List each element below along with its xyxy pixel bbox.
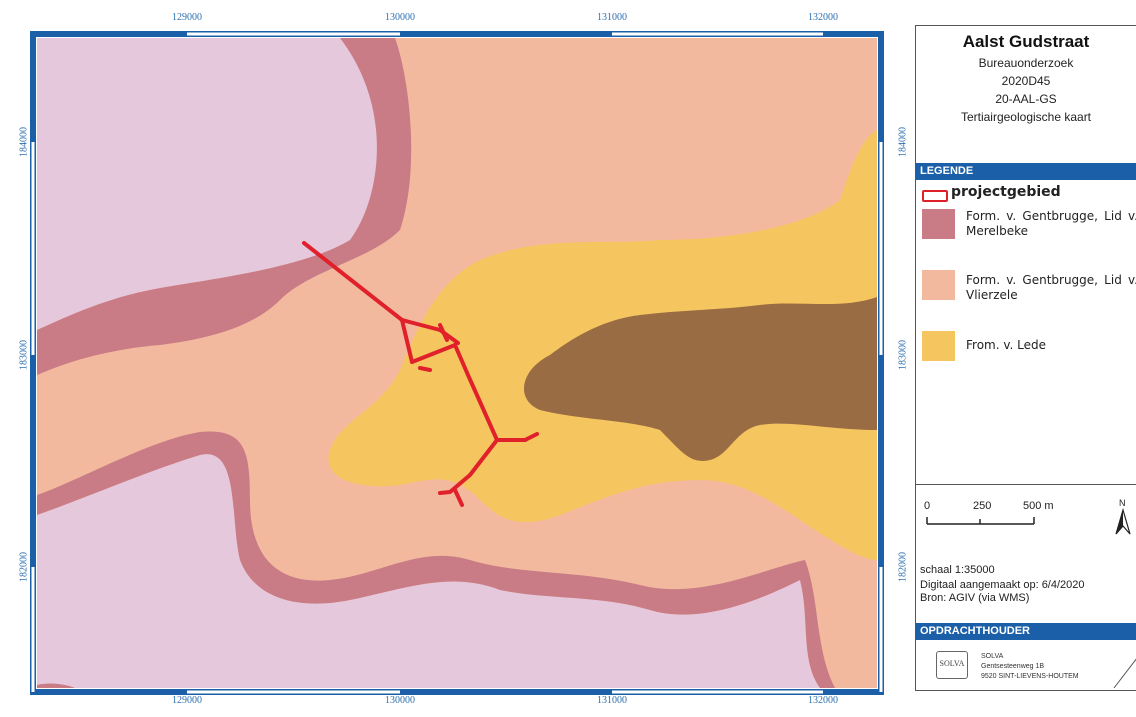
legend-swatch-vlierzele [922, 270, 955, 300]
frame-ticks [31, 32, 883, 694]
legend-label-merelbeke: Form. v. Gentbrugge, Lid v. Merelbeke [966, 209, 1136, 238]
geology-map [30, 31, 884, 695]
zone-merelbeke-north [37, 38, 412, 375]
legend-header: LEGENDE [916, 163, 1136, 180]
subtitle-1: Bureauonderzoek [978, 56, 1074, 70]
coord-x-top-3: 131000 [597, 12, 627, 23]
zone-lilac-south [37, 454, 820, 688]
legend-swatch-lede [922, 331, 955, 361]
map-title: Aalst Gudstraat [962, 32, 1090, 51]
scale-text: schaal 1:35000 [920, 564, 995, 576]
subtitle-3: 20-AAL-GS [995, 92, 1057, 106]
legend-label-vlierzele: Form. v. Gentbrugge, Lid v. Vlierzele [966, 273, 1136, 302]
address-line-2: Gentsesteenweg 1B [981, 663, 1045, 670]
legend-swatch-project [922, 190, 948, 202]
subtitle-4: Tertiairgeologische kaart [960, 110, 1092, 124]
zone-lilac-nw [37, 38, 395, 330]
coord-x-top-2: 130000 [385, 12, 415, 23]
legend-label-project: projectgebied [951, 184, 1061, 200]
legend-swatch-merelbeke [922, 209, 955, 239]
address-line-1: SOLVA [981, 653, 1004, 660]
zone-brown [523, 297, 877, 461]
zone-merelbeke-south [37, 431, 835, 688]
made-text: Digitaal aangemaakt op: 6/4/2020 [920, 579, 1085, 591]
scalebar [926, 517, 1035, 525]
scalebar-label-0: 0 [924, 500, 931, 512]
north-arrow-icon [1115, 508, 1131, 535]
zone-vlierzele-se [858, 560, 877, 688]
map-area[interactable]: 129000 130000 131000 132000 129000 13000… [0, 0, 909, 717]
coord-x-bottom-3: 131000 [597, 695, 627, 706]
scalebar-label-500: 500 m [1023, 500, 1054, 512]
corner-decoration-icon [1113, 658, 1136, 689]
coord-x-top-1: 129000 [172, 12, 202, 23]
coord-x-bottom-1: 129000 [172, 695, 202, 706]
coord-x-bottom-4: 132000 [808, 695, 838, 706]
legend-label-lede: From. v. Lede [966, 338, 1047, 352]
solva-logo: SOLVA [936, 651, 968, 679]
client-header: OPDRACHTHOUDER [916, 623, 1136, 640]
map-frame [30, 31, 884, 695]
address-line-3: 9520 SINT-LIEVENS-HOUTEM [981, 673, 1079, 680]
north-label: N [1119, 498, 1126, 508]
zone-merelbeke-corner [37, 683, 75, 688]
scalebar-label-250: 250 [973, 500, 992, 512]
project-area [302, 241, 539, 507]
source-text: Bron: AGIV (via WMS) [920, 592, 1030, 604]
subtitle-2: 2020D45 [1001, 74, 1051, 88]
legend-panel: Aalst Gudstraat Bureauonderzoek 2020D45 … [915, 25, 1136, 691]
coord-x-bottom-2: 130000 [385, 695, 415, 706]
divider-1 [916, 484, 1136, 485]
coord-x-top-4: 132000 [808, 12, 838, 23]
